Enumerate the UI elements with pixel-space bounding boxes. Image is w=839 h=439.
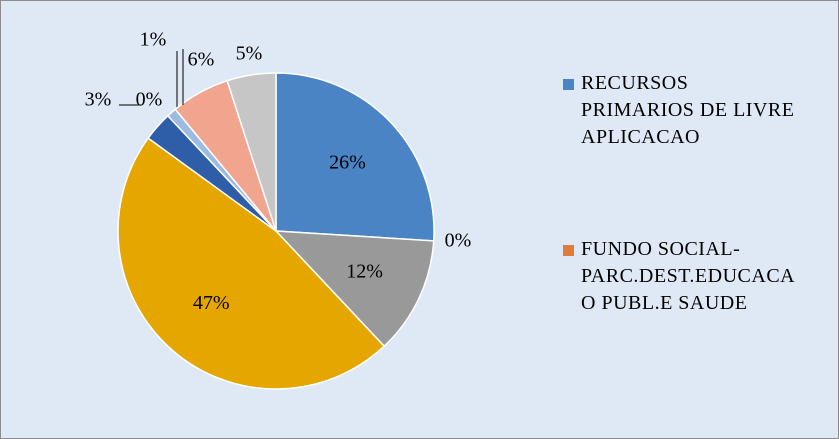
data-label: 5%: [236, 43, 263, 65]
data-label: 3%: [85, 89, 112, 111]
data-label: 0%: [136, 89, 163, 111]
pie-slice: [226, 72, 277, 232]
data-label: 0%: [445, 230, 472, 252]
data-label: 26%: [329, 152, 366, 174]
data-label: 6%: [188, 49, 215, 71]
pie-slice: [117, 137, 386, 390]
pie-slice: [275, 72, 435, 242]
legend-label: RECURSOS PRIMARIOS DE LIVRE APLICACAO: [581, 72, 795, 148]
data-label: 1%: [140, 29, 167, 51]
legend-swatch: [563, 79, 574, 90]
data-label: 12%: [346, 260, 383, 282]
legend-swatch: [563, 245, 574, 256]
legend-label: FUNDO SOCIAL-PARC.DEST.EDUCACAO PUBL.E S…: [581, 238, 796, 314]
pie-slice: [274, 230, 435, 348]
data-label: 47%: [193, 292, 230, 314]
